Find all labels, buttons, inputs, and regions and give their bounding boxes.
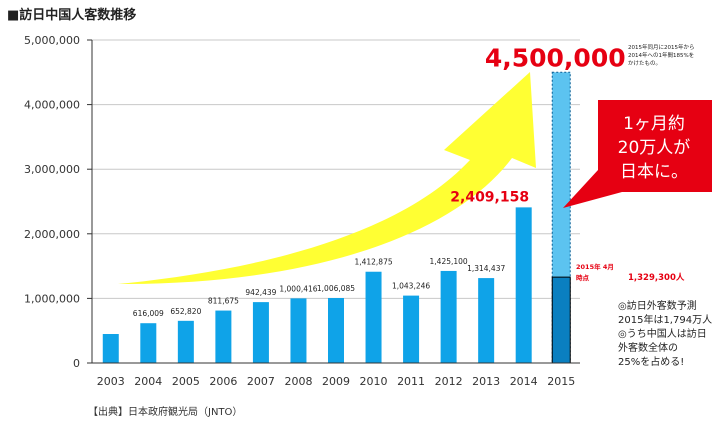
forecast-value-label: 4,500,000 xyxy=(485,43,626,72)
callout-text: 1ヶ月約 20万人が 日本に。 xyxy=(598,112,710,184)
x-tick-label: 2008 xyxy=(284,375,312,388)
side-note-line-3: ◎うち中国人は訪日 xyxy=(618,329,707,340)
x-tick-label: 2015 xyxy=(547,375,575,388)
y-tick-label: 3,000,000 xyxy=(24,163,80,176)
data-label: 1,000,416 xyxy=(279,284,317,293)
partial-value-label: 1,329,300人 xyxy=(628,272,685,283)
x-tick-label: 2011 xyxy=(397,375,425,388)
forecast-note-line-2: 2014年への1年間185%を xyxy=(628,53,695,59)
callout-line-3: 日本に。 xyxy=(620,162,688,182)
page-title: ■訪日中国人客数推移 xyxy=(7,8,137,23)
data-label-highlight: 2,409,158 xyxy=(450,189,529,205)
side-note-line-4: 外客数全体の xyxy=(618,343,678,354)
x-tick-label: 2013 xyxy=(472,375,500,388)
x-tick-label: 2005 xyxy=(172,375,200,388)
bar xyxy=(177,320,194,363)
forecast-note: 2015年同月に2015年から 2014年への1年間185%を かけたもの。 xyxy=(628,44,708,68)
axis-layer: 0 1,000,000 2,000,000 3,000,000 4,000,000 5,0… xyxy=(24,34,580,388)
callout-line-1: 1ヶ月約 xyxy=(623,114,685,134)
data-label: 1,412,875 xyxy=(354,258,392,267)
arrow-layer xyxy=(118,72,536,285)
y-tick-label: 2,000,000 xyxy=(24,228,80,241)
side-note: ◎訪日外客数予測 2015年は1,794万人 ◎うち中国人は訪日 外客数全体の … xyxy=(618,300,714,370)
x-tick-label: 2010 xyxy=(360,375,388,388)
x-tick-label: 2004 xyxy=(134,375,162,388)
bar xyxy=(365,271,382,363)
bar xyxy=(403,295,420,363)
partial-annotation-line-2: 時点 xyxy=(576,273,590,282)
bar xyxy=(215,310,232,363)
side-note-line-2: 2015年は1,794万人 xyxy=(618,315,713,326)
x-tick-label: 2007 xyxy=(247,375,275,388)
callout-line-2: 20万人が xyxy=(617,138,691,158)
bar xyxy=(252,302,269,363)
x-tick-label: 2012 xyxy=(435,375,463,388)
x-tick-label: 2009 xyxy=(322,375,350,388)
data-label: 616,009 xyxy=(133,309,164,318)
y-tick-label: 5,000,000 xyxy=(24,34,80,47)
data-label: 1,043,246 xyxy=(392,282,430,291)
data-label: 942,439 xyxy=(245,288,276,297)
y-tick-label: 1,000,000 xyxy=(24,292,80,305)
callout-layer xyxy=(563,100,712,208)
callout-bubble xyxy=(563,100,712,208)
data-label: 652,820 xyxy=(170,307,201,316)
bar xyxy=(515,207,532,363)
bar xyxy=(551,276,571,364)
x-tick-label: 2006 xyxy=(209,375,237,388)
bar xyxy=(328,298,344,363)
bar xyxy=(140,323,157,363)
bar-layer xyxy=(102,71,571,364)
y-tick-label: 4,000,000 xyxy=(24,99,80,112)
data-label: 811,675 xyxy=(208,297,239,306)
forecast-note-line-3: かけたもの。 xyxy=(628,61,662,67)
forecast-note-line-1: 2015年同月に2015年から xyxy=(628,45,695,51)
data-label: 1,314,437 xyxy=(467,264,505,273)
source-note: 【出典】日本政府観光局（JNTO） xyxy=(88,407,243,418)
bar xyxy=(290,298,307,363)
x-tick-label: 2014 xyxy=(510,375,538,388)
x-tick-label: 2003 xyxy=(97,375,125,388)
bar xyxy=(440,270,457,363)
data-label: 1,006,085 xyxy=(317,284,355,293)
side-note-line-1: ◎訪日外客数予測 xyxy=(618,301,697,312)
growth-arrow-icon xyxy=(118,72,536,285)
grid-layer xyxy=(92,39,580,299)
bar xyxy=(478,278,495,363)
bar xyxy=(102,334,119,363)
side-note-line-5: 25%を占める! xyxy=(618,357,685,368)
y-tick-label: 0 xyxy=(73,357,80,370)
data-label: 1,425,100 xyxy=(430,257,468,266)
partial-annotation-line-1: 2015年 4月 xyxy=(576,262,614,271)
